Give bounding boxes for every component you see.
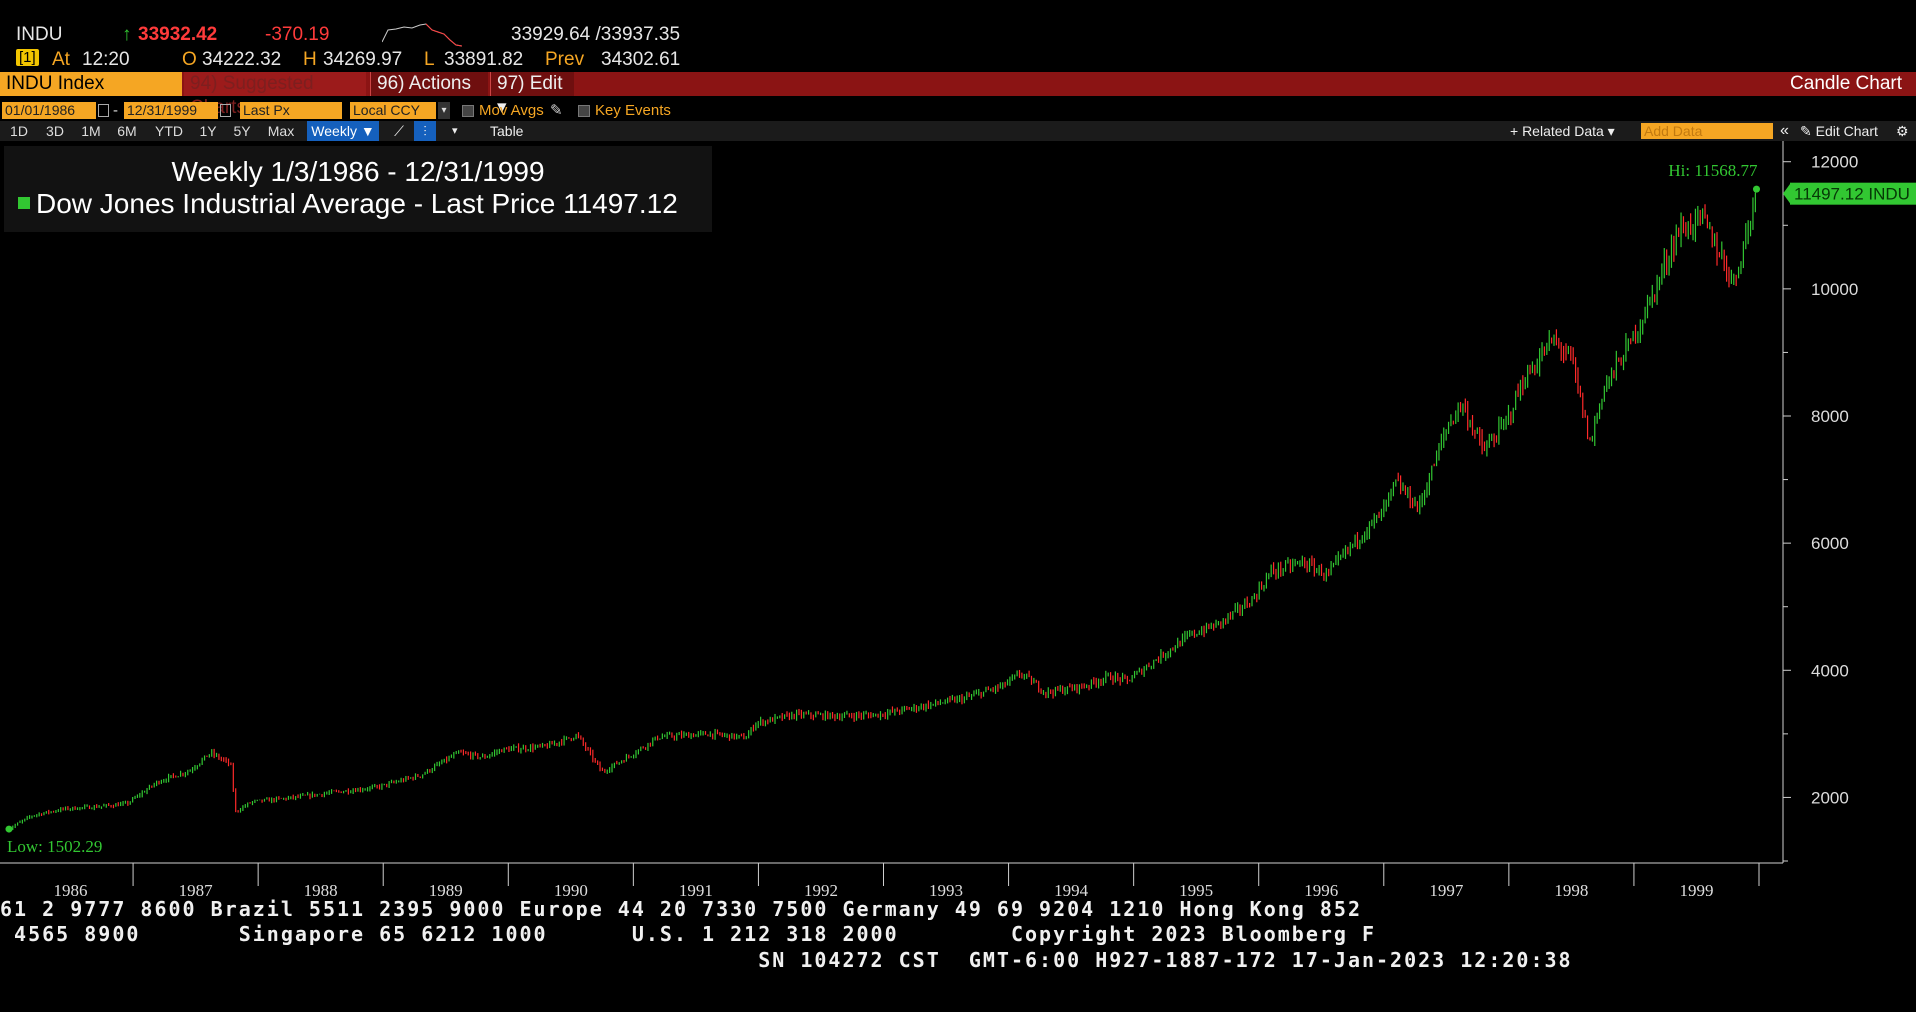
low-label: Low: 1502.29 xyxy=(7,837,102,856)
edit-chart-button[interactable]: ✎ Edit Chart xyxy=(1800,123,1878,139)
chevron-down-icon[interactable]: ▾ xyxy=(438,102,450,119)
prev-label: Prev xyxy=(545,49,585,70)
sparkline-icon xyxy=(382,23,462,47)
x-tick-label: 1989 xyxy=(429,881,463,898)
series-swatch xyxy=(18,196,30,209)
y-tick-label: 4000 xyxy=(1811,661,1849,680)
range-button[interactable]: Max xyxy=(267,123,295,139)
x-tick-label: 1997 xyxy=(1429,881,1464,898)
add-data-input[interactable]: Add Data xyxy=(1641,123,1773,139)
calendar-icon[interactable] xyxy=(98,104,109,117)
quote-time: 12:20 xyxy=(82,49,130,70)
x-tick-label: 1992 xyxy=(804,881,838,898)
ticker-symbol[interactable]: INDU xyxy=(16,24,63,45)
high-label: Hi: 11568.77 xyxy=(1668,161,1758,180)
ticker-line: 4565 8900 Singapore 65 6212 1000 U.S. 1 … xyxy=(0,922,1377,946)
x-tick-label: 1988 xyxy=(304,881,338,898)
range-button[interactable]: 3D xyxy=(46,123,64,139)
range-button[interactable]: 1D xyxy=(10,123,28,139)
start-date-input[interactable]: 01/01/1986 xyxy=(2,102,96,119)
ticker-line: SN 104272 CST GMT-6:00 H927-1887-172 17-… xyxy=(0,948,1573,972)
net-change: -370.19 xyxy=(265,24,330,45)
edit-menu[interactable]: 97) Edit ▾ xyxy=(490,72,574,118)
x-tick-label: 1987 xyxy=(179,881,214,898)
y-tick-label: 2000 xyxy=(1811,788,1849,807)
last-price-tag-pointer xyxy=(1783,182,1791,205)
y-tick-label: 10000 xyxy=(1811,280,1858,299)
chevron-down-icon[interactable]: ▾ xyxy=(452,125,458,137)
collapse-icon[interactable]: « xyxy=(1780,122,1789,139)
open-value: 34222.32 xyxy=(202,49,282,70)
pencil-icon[interactable]: ✎ xyxy=(550,102,563,119)
date-dash: - xyxy=(113,102,118,119)
suggested-charts-button[interactable]: 94) Suggested Charts xyxy=(184,72,366,118)
key-events-checkbox[interactable] xyxy=(578,105,590,117)
command-bar: INDU Index 94) Suggested Charts 96) Acti… xyxy=(0,72,1916,118)
x-tick-label: 1991 xyxy=(679,881,713,898)
security-field[interactable]: INDU Index xyxy=(0,72,182,96)
gear-icon[interactable]: ⚙ xyxy=(1896,123,1909,139)
prev-value: 34302.61 xyxy=(601,49,681,70)
range-button[interactable]: YTD xyxy=(155,123,183,139)
last-price: 33932.42 xyxy=(138,24,218,45)
high-value: 34269.97 xyxy=(323,49,403,70)
high-label: H xyxy=(303,49,317,70)
date-row: 01/01/1986 - 12/31/1999 Last Px Local CC… xyxy=(0,100,1916,122)
field-select[interactable]: Last Px xyxy=(240,102,342,119)
x-tick-label: 1999 xyxy=(1679,881,1713,898)
key-events-label[interactable]: Key Events xyxy=(595,102,671,119)
low-value: 33891.82 xyxy=(444,49,524,70)
at-label: At xyxy=(52,49,70,70)
mov-avgs-checkbox[interactable] xyxy=(462,105,474,117)
x-tick-label: 1986 xyxy=(54,881,88,898)
candles xyxy=(7,192,1756,832)
legend-series-label: Dow Jones Industrial Average - Last Pric… xyxy=(36,188,678,219)
open-label: O xyxy=(182,49,197,70)
x-tick-label: 1995 xyxy=(1179,881,1213,898)
last-price-tag xyxy=(1790,182,1916,205)
chart-type-label: Candle Chart xyxy=(1790,73,1902,94)
legend-title: Weekly 1/3/1986 - 12/31/1999 xyxy=(171,156,545,187)
range-row: 1D 3D 1M 6M YTD 1Y 5Y Max Weekly ▼ ⟋ ⫶ ▾ Table … xyxy=(0,121,1916,141)
x-tick-label: 1996 xyxy=(1304,881,1338,898)
end-date-input[interactable]: 12/31/1999 xyxy=(124,102,218,119)
legend-series: Dow Jones Industrial Average - Last Pric… xyxy=(18,188,678,220)
related-data-button[interactable]: + Related Data ▾ xyxy=(1510,123,1615,139)
high-marker xyxy=(1752,185,1760,193)
quote-header: INDU ↑ 33932.42 -370.19 33929.64 /33937.… xyxy=(0,0,1916,72)
range-button[interactable]: 1Y xyxy=(199,123,217,139)
y-tick-label: 8000 xyxy=(1811,407,1849,426)
calendar-icon[interactable] xyxy=(220,104,231,117)
table-button[interactable]: Table xyxy=(490,123,524,139)
low-marker xyxy=(5,825,13,833)
candle-chart-icon[interactable]: ⫶ xyxy=(414,121,436,141)
range-button[interactable]: 5Y xyxy=(233,123,251,139)
x-tick-label: 1994 xyxy=(1054,881,1089,898)
x-tick-label: 1998 xyxy=(1554,881,1588,898)
chart-legend: Weekly 1/3/1986 - 12/31/1999 Dow Jones I… xyxy=(4,146,712,232)
actions-menu[interactable]: 96) Actions ▾ xyxy=(370,72,488,118)
candle-chart[interactable]: 2000 4000 6000 8000 10000 12000 1986 1987 1988 19… xyxy=(0,141,1916,898)
x-tick-label: 1993 xyxy=(929,881,963,898)
low-label: L xyxy=(424,49,435,70)
frequency-select[interactable]: Weekly ▼ xyxy=(307,121,379,141)
currency-select[interactable]: Local CCY xyxy=(350,102,436,119)
bid-ask: 33929.64 /33937.35 xyxy=(511,24,681,45)
range-button[interactable]: 1M xyxy=(81,123,101,139)
feed-icon[interactable]: [1] xyxy=(16,49,39,66)
y-tick-label: 12000 xyxy=(1811,153,1858,172)
line-chart-icon[interactable]: ⟋ xyxy=(394,123,404,139)
up-arrow-icon: ↑ xyxy=(122,24,132,45)
last-price-tag-label: 11497.12 INDU xyxy=(1794,185,1910,204)
mov-avgs-label[interactable]: Mov Avgs xyxy=(479,102,544,119)
y-tick-label: 6000 xyxy=(1811,534,1849,553)
x-tick-label: 1990 xyxy=(554,881,588,898)
range-button[interactable]: 6M xyxy=(117,123,137,139)
ticker-line: 61 2 9777 8600 Brazil 5511 2395 9000 Eur… xyxy=(0,897,1362,921)
